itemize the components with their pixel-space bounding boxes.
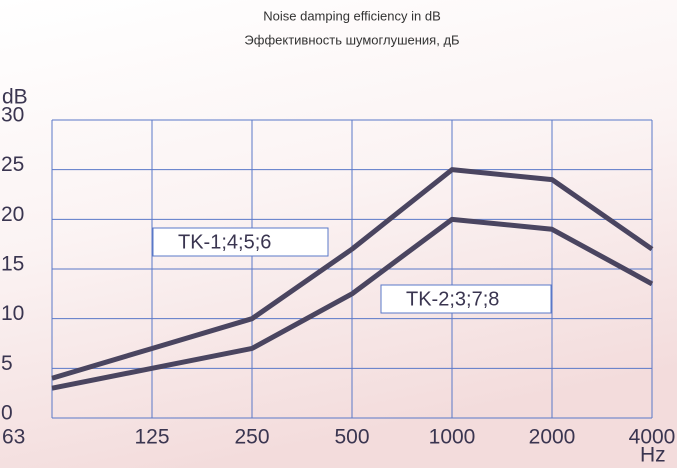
y-tick-label: 15	[1, 253, 24, 276]
x-tick-label: 500	[334, 426, 369, 449]
x-tick-label: 250	[234, 426, 269, 449]
y-tick-label: 20	[1, 203, 24, 226]
y-tick-label: 0	[1, 402, 13, 425]
y-tick-label: 10	[1, 302, 24, 325]
series-label: TK-1;4;5;6	[178, 231, 271, 253]
series-label-box	[380, 284, 552, 314]
line	[51, 167, 654, 381]
chart-title: Noise damping efficiency in dB	[263, 8, 441, 23]
y-tick-label: 30	[1, 104, 24, 127]
chart-subtitle: Эффективность шумоглушения, дБ	[244, 32, 459, 47]
y-tick-label: 25	[1, 153, 24, 176]
line	[51, 216, 654, 391]
x-tick-label: 125	[134, 426, 169, 449]
series-label-box	[152, 227, 329, 257]
x-tick-label: 63	[2, 426, 25, 449]
y-axis-label: dB	[2, 86, 28, 109]
y-tick-label: 5	[1, 352, 13, 375]
series-label: TK-2;3;7;8	[406, 288, 499, 310]
x-tick-label: 4000	[629, 426, 676, 449]
x-axis-label: Hz	[640, 444, 666, 467]
x-tick-label: 1000	[429, 426, 476, 449]
x-tick-label: 2000	[529, 426, 576, 449]
